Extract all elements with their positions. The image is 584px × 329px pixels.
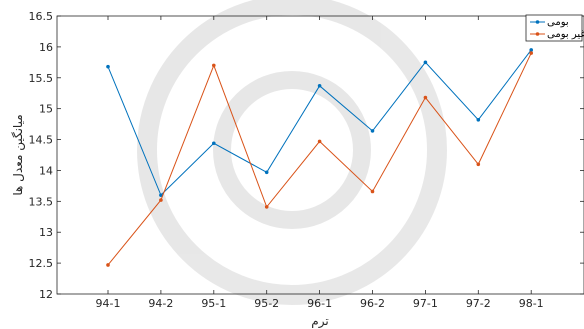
- data-point-0: [317, 84, 322, 88]
- x-tick-label: 94-2: [148, 297, 173, 310]
- data-point-0: [212, 141, 216, 146]
- x-tick-label: 96-2: [360, 297, 385, 310]
- data-point-0: [106, 64, 110, 69]
- x-tick-label: 97-1: [413, 297, 438, 310]
- data-point-0: [370, 129, 375, 133]
- y-tick-label: 16.5: [29, 10, 54, 23]
- data-point-1: [106, 263, 110, 267]
- data-point-0: [529, 48, 533, 52]
- data-point-0: [423, 60, 428, 65]
- data-point-0: [264, 170, 269, 175]
- data-point-0: [159, 193, 163, 197]
- legend-marker-nonnative: [535, 32, 540, 36]
- data-point-1: [264, 205, 269, 209]
- plot-area: [56, 15, 584, 295]
- legend-label-native: بومی: [547, 17, 569, 28]
- legend-label-nonnative: غیر بومی: [547, 29, 584, 40]
- data-point-1: [423, 95, 428, 100]
- x-tick-label: 98-1: [519, 297, 544, 310]
- data-point-0: [476, 117, 481, 122]
- x-tick-label: 95-1: [201, 297, 226, 310]
- y-axis-label: میانگین معدل ها: [11, 114, 26, 195]
- y-tick-label: 14.5: [29, 134, 54, 147]
- watermark: [137, 0, 447, 305]
- y-tick-label: 16: [39, 41, 53, 54]
- x-axis-ticks: 94-1 94-2 95-1 95-2 96-1 96-2 97-1 97-2 98-1: [96, 16, 544, 310]
- x-tick-label: 94-1: [96, 297, 121, 310]
- data-point-1: [317, 139, 322, 144]
- x-tick-label: 95-2: [254, 297, 279, 310]
- x-tick-label: 96-1: [307, 297, 332, 310]
- y-tick-label: 12.5: [29, 257, 54, 270]
- y-tick-label: 13.5: [29, 195, 54, 208]
- legend-marker-native: [535, 20, 540, 24]
- y-tick-label: 13: [39, 226, 53, 239]
- data-point-1: [370, 189, 375, 194]
- data-point-1: [529, 51, 533, 55]
- series-layer: [106, 48, 533, 267]
- y-axis-ticks: 12 12.5 13 13.5 14 14.5 15 15.5 16 16.5: [29, 10, 584, 301]
- y-tick-label: 15.5: [29, 72, 54, 85]
- legend: بومی غیر بومی: [525, 14, 584, 42]
- y-tick-label: 12: [39, 288, 53, 301]
- x-tick-label: 97-2: [466, 297, 491, 310]
- x-axis-label: ترم: [311, 314, 328, 329]
- y-tick-label: 15: [39, 103, 53, 116]
- data-point-1: [159, 198, 163, 202]
- data-point-1: [212, 63, 216, 68]
- legend-box: [525, 14, 583, 42]
- y-tick-label: 14: [39, 164, 53, 177]
- data-point-1: [476, 162, 481, 167]
